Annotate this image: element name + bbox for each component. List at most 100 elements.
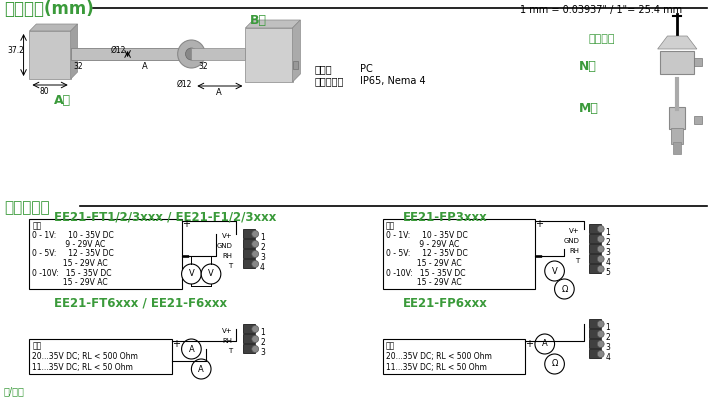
Text: 9 - 29V AC: 9 - 29V AC [32,240,105,249]
Circle shape [252,261,258,267]
Circle shape [545,354,565,374]
Circle shape [535,334,554,354]
Polygon shape [30,31,71,79]
Text: 0 -10V:   15 - 35V DC: 0 -10V: 15 - 35V DC [386,269,465,278]
Circle shape [182,264,201,284]
Text: 2: 2 [606,333,610,342]
Bar [660,51,694,74]
Text: EE21-FP6xxx: EE21-FP6xxx [402,297,487,310]
Text: V+: V+ [222,328,232,334]
Bar [243,239,255,248]
Circle shape [252,326,258,332]
Circle shape [545,261,565,281]
Bar [589,254,601,263]
Circle shape [597,265,604,273]
Text: A: A [216,88,222,97]
Text: RH: RH [569,248,579,254]
Text: 5: 5 [606,268,611,277]
Bar [243,334,255,343]
Text: GND: GND [217,243,232,249]
Text: 3: 3 [260,253,265,262]
Text: 4: 4 [606,258,611,267]
Bar [589,339,601,348]
Text: 1 mm = 0.03937" / 1"= 25.4 mm: 1 mm = 0.03937" / 1"= 25.4 mm [521,5,682,15]
Text: 电路连接图: 电路连接图 [4,200,50,215]
Text: N型: N型 [579,60,597,73]
Text: 32: 32 [199,62,208,71]
Circle shape [178,40,205,68]
Text: IP65, Nema 4: IP65, Nema 4 [360,76,426,86]
Text: 37.2: 37.2 [8,46,25,55]
Text: M型: M型 [579,102,599,115]
Bar [671,128,683,144]
Text: 2: 2 [260,243,265,252]
Bar [694,58,702,66]
Bar [589,244,601,253]
Text: EE21-FT1/2/3xxx / EE21-F1/2/3xxx: EE21-FT1/2/3xxx / EE21-F1/2/3xxx [54,211,277,224]
Text: 供电: 供电 [32,221,42,230]
Circle shape [597,320,604,328]
Bar [71,48,188,60]
Text: A: A [188,345,194,354]
Text: 0 - 5V:     12 - 35V DC: 0 - 5V: 12 - 35V DC [32,250,114,259]
Polygon shape [245,28,292,82]
Text: V+: V+ [568,228,579,234]
Circle shape [597,351,604,358]
Bar [30,339,172,374]
Text: 3: 3 [606,248,611,257]
Text: V: V [208,269,214,278]
Text: V+: V+ [222,233,232,239]
Text: B型: B型 [251,14,267,27]
Bar [243,324,255,333]
Text: 1: 1 [606,323,610,332]
Bar [589,349,601,358]
Text: 1: 1 [260,233,265,242]
Bar [71,48,188,60]
Text: 3: 3 [260,348,265,357]
Text: 供电: 供电 [386,221,395,230]
Bar [589,264,601,273]
Text: 0 - 1V:     10 - 35V DC: 0 - 1V: 10 - 35V DC [32,231,114,240]
Text: 11...35V DC; RL < 50 Ohm: 11...35V DC; RL < 50 Ohm [386,363,487,372]
Text: V: V [188,269,194,278]
Bar [383,219,535,289]
Text: +: + [182,219,190,229]
Text: =: = [182,252,190,262]
Bar [694,116,702,124]
Text: 11...35V DC; RL < 50 Ohm: 11...35V DC; RL < 50 Ohm [32,363,134,372]
Text: T: T [228,348,232,354]
Circle shape [252,231,258,238]
Circle shape [597,225,604,232]
Text: V: V [552,267,557,276]
Text: 供电: 供电 [32,341,42,350]
Text: Ø12: Ø12 [177,80,192,89]
Text: 2: 2 [260,338,265,347]
Text: 15 - 29V AC: 15 - 29V AC [32,259,108,268]
Text: RH: RH [222,253,232,259]
Bar [383,339,525,374]
Circle shape [554,279,574,299]
Polygon shape [658,36,697,49]
Text: 32: 32 [74,62,83,71]
Circle shape [191,359,211,379]
Polygon shape [71,24,77,79]
Text: Ω: Ω [552,360,558,368]
Circle shape [201,264,221,284]
Text: 4: 4 [606,353,611,362]
Circle shape [186,48,197,60]
Text: 2: 2 [606,238,610,247]
Text: 80: 80 [39,87,49,96]
Text: 0 - 5V:     12 - 35V DC: 0 - 5V: 12 - 35V DC [386,250,468,259]
Text: EE21-FP3xxx: EE21-FP3xxx [402,211,487,224]
Circle shape [182,339,201,359]
Text: T: T [575,258,579,264]
Circle shape [252,240,258,248]
Text: +: + [535,219,543,229]
Text: 结构尺寸(mm): 结构尺寸(mm) [4,0,94,18]
Bar [243,249,255,258]
Text: EE21-FT6xxx / EE21-F6xxx: EE21-FT6xxx / EE21-F6xxx [54,297,227,310]
Text: 注/备注: 注/备注 [4,386,25,396]
Text: A: A [542,339,547,349]
Bar [191,48,245,60]
Bar [589,234,601,243]
